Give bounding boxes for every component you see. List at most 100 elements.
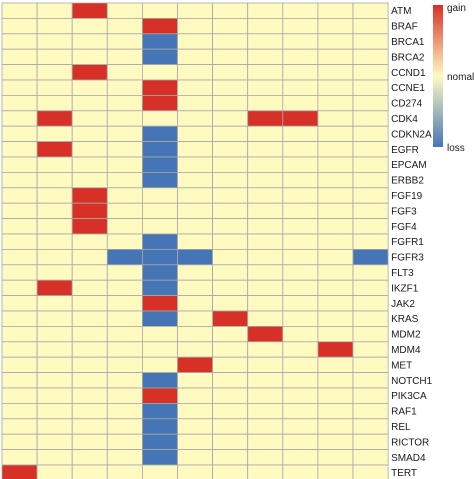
heatmap-cell-brca1-col-10 bbox=[317, 33, 354, 50]
heatmap-cell-ccnd1-col-6 bbox=[177, 64, 213, 81]
heatmap-cell-fgf4-col-1 bbox=[1, 218, 38, 235]
heatmap-cell-fgf3-col-6 bbox=[177, 202, 213, 219]
heatmap-cell-ikzf1-col-7 bbox=[212, 279, 249, 297]
gene-label-cdkn2a: CDKN2A bbox=[391, 129, 432, 140]
heatmap-cell-pik3ca-col-1 bbox=[1, 387, 38, 404]
heatmap-cell-fgf19-col-9 bbox=[282, 187, 319, 204]
heatmap-cell-rel-col-9 bbox=[282, 418, 319, 435]
heatmap-cell-pik3ca-col-10 bbox=[317, 387, 354, 404]
heatmap-cell-erbb2-col-11 bbox=[352, 171, 389, 189]
heatmap-cell-rictor-col-1 bbox=[1, 433, 38, 451]
heatmap-cell-epcam-col-4 bbox=[106, 156, 143, 173]
gene-label-fgfr3: FGFR3 bbox=[391, 253, 424, 264]
heatmap-cell-egfr-col-11 bbox=[352, 141, 389, 158]
heatmap-cell-kras-col-3 bbox=[71, 310, 108, 327]
heatmap-cell-atm-col-1 bbox=[1, 2, 38, 19]
heatmap-cell-tert-col-7 bbox=[212, 464, 249, 479]
heatmap-cell-pik3ca-col-6 bbox=[177, 387, 213, 404]
gene-label-flt3: FLT3 bbox=[391, 268, 414, 279]
heatmap-cell-jak2-col-9 bbox=[282, 295, 319, 312]
heatmap-cell-epcam-col-5 bbox=[141, 156, 178, 173]
heatmap-cell-mdm2-col-10 bbox=[317, 325, 354, 343]
heatmap-cell-fgf4-col-2 bbox=[36, 218, 73, 235]
heatmap-cell-brca2-col-2 bbox=[36, 48, 73, 66]
heatmap-cell-flt3-col-7 bbox=[212, 264, 249, 281]
gene-label-brca1: BRCA1 bbox=[391, 37, 425, 48]
heatmap-cell-fgfr3-col-1 bbox=[1, 248, 38, 266]
heatmap-cell-fgf3-col-5 bbox=[141, 202, 178, 219]
heatmap-cell-mdm4-col-7 bbox=[212, 341, 249, 358]
gene-label-rictor: RICTOR bbox=[391, 437, 429, 448]
heatmap-cell-rictor-col-8 bbox=[247, 433, 284, 451]
heatmap-cell-brca2-col-11 bbox=[352, 48, 389, 66]
heatmap-cell-atm-col-8 bbox=[247, 2, 284, 19]
heatmap-cell-fgfr3-col-7 bbox=[212, 248, 249, 266]
heatmap-cell-ccnd1-col-1 bbox=[1, 64, 38, 81]
heatmap-cell-fgfr1-col-3 bbox=[71, 233, 108, 250]
heatmap-cell-epcam-col-2 bbox=[36, 156, 73, 173]
heatmap-cell-jak2-col-2 bbox=[36, 295, 73, 312]
heatmap-cell-tert-col-11 bbox=[352, 464, 389, 479]
heatmap-cell-kras-col-5 bbox=[141, 310, 178, 327]
heatmap-cell-raf1-col-2 bbox=[36, 402, 73, 420]
heatmap-cell-kras-col-6 bbox=[177, 310, 213, 327]
heatmap-cell-cdkn2a-col-6 bbox=[177, 125, 213, 142]
heatmap-cell-fgf4-col-3 bbox=[71, 218, 108, 235]
heatmap-cell-erbb2-col-5 bbox=[141, 171, 178, 189]
heatmap-cell-smad4-col-10 bbox=[317, 449, 354, 466]
heatmap-cell-brca2-col-3 bbox=[71, 48, 108, 66]
heatmap-cell-tert-col-9 bbox=[282, 464, 319, 479]
heatmap-cell-braf-col-2 bbox=[36, 17, 73, 35]
heatmap-cell-ccne1-col-7 bbox=[212, 79, 249, 96]
heatmap-cell-fgf4-col-7 bbox=[212, 218, 249, 235]
heatmap-cell-mdm2-col-4 bbox=[106, 325, 143, 343]
gene-label-fgf4: FGF4 bbox=[391, 222, 417, 233]
heatmap-cell-erbb2-col-10 bbox=[317, 171, 354, 189]
gene-label-raf1: RAF1 bbox=[391, 407, 417, 418]
heatmap-cell-braf-col-1 bbox=[1, 17, 38, 35]
heatmap-cell-mdm4-col-5 bbox=[141, 341, 178, 358]
heatmap-cell-fgf19-col-4 bbox=[106, 187, 143, 204]
heatmap-cell-brca1-col-4 bbox=[106, 33, 143, 50]
heatmap-cell-rictor-col-10 bbox=[317, 433, 354, 451]
heatmap-cell-jak2-col-8 bbox=[247, 295, 284, 312]
heatmap-cell-fgf3-col-3 bbox=[71, 202, 108, 219]
heatmap-cell-atm-col-7 bbox=[212, 2, 249, 19]
color-legend: gain nomal loss bbox=[433, 3, 474, 154]
heatmap-cell-rel-col-1 bbox=[1, 418, 38, 435]
gene-label-jak2: JAK2 bbox=[391, 299, 415, 310]
heatmap-cell-cd274-col-9 bbox=[282, 95, 319, 112]
heatmap-cell-rictor-col-6 bbox=[177, 433, 213, 451]
heatmap-cell-cd274-col-2 bbox=[36, 95, 73, 112]
heatmap-cell-erbb2-col-6 bbox=[177, 171, 213, 189]
heatmap-cell-cdkn2a-col-2 bbox=[36, 125, 73, 142]
heatmap-cell-fgf4-col-4 bbox=[106, 218, 143, 235]
heatmap-cell-notch1-col-3 bbox=[71, 372, 108, 389]
heatmap-cell-met-col-6 bbox=[177, 356, 213, 374]
heatmap-cell-ikzf1-col-6 bbox=[177, 279, 213, 297]
heatmap-cell-raf1-col-10 bbox=[317, 402, 354, 420]
heatmap-cell-mdm2-col-11 bbox=[352, 325, 389, 343]
heatmap-cell-brca2-col-8 bbox=[247, 48, 284, 66]
gene-label-ccnd1: CCND1 bbox=[391, 68, 426, 79]
heatmap-cell-mdm4-col-2 bbox=[36, 341, 73, 358]
heatmap-cell-cdkn2a-col-9 bbox=[282, 125, 319, 142]
heatmap-cell-ccne1-col-4 bbox=[106, 79, 143, 96]
heatmap-cell-cd274-col-3 bbox=[71, 95, 108, 112]
heatmap-cell-cd274-col-4 bbox=[106, 95, 143, 112]
heatmap-cell-smad4-col-1 bbox=[1, 449, 38, 466]
heatmap-cell-brca1-col-6 bbox=[177, 33, 213, 50]
heatmap-cell-ikzf1-col-10 bbox=[317, 279, 354, 297]
heatmap-cell-raf1-col-11 bbox=[352, 402, 389, 420]
heatmap-cell-met-col-8 bbox=[247, 356, 284, 374]
gene-label-ikzf1: IKZF1 bbox=[391, 283, 419, 294]
heatmap-cell-ccnd1-col-9 bbox=[282, 64, 319, 81]
heatmap-cell-tert-col-4 bbox=[106, 464, 143, 479]
heatmap-cell-rel-col-2 bbox=[36, 418, 73, 435]
heatmap-cell-raf1-col-6 bbox=[177, 402, 213, 420]
heatmap-cell-fgfr3-col-2 bbox=[36, 248, 73, 266]
heatmap-cell-flt3-col-1 bbox=[1, 264, 38, 281]
legend-label-normal: nomal bbox=[447, 72, 474, 83]
gene-label-cdk4: CDK4 bbox=[391, 114, 418, 125]
heatmap-cell-smad4-col-11 bbox=[352, 449, 389, 466]
